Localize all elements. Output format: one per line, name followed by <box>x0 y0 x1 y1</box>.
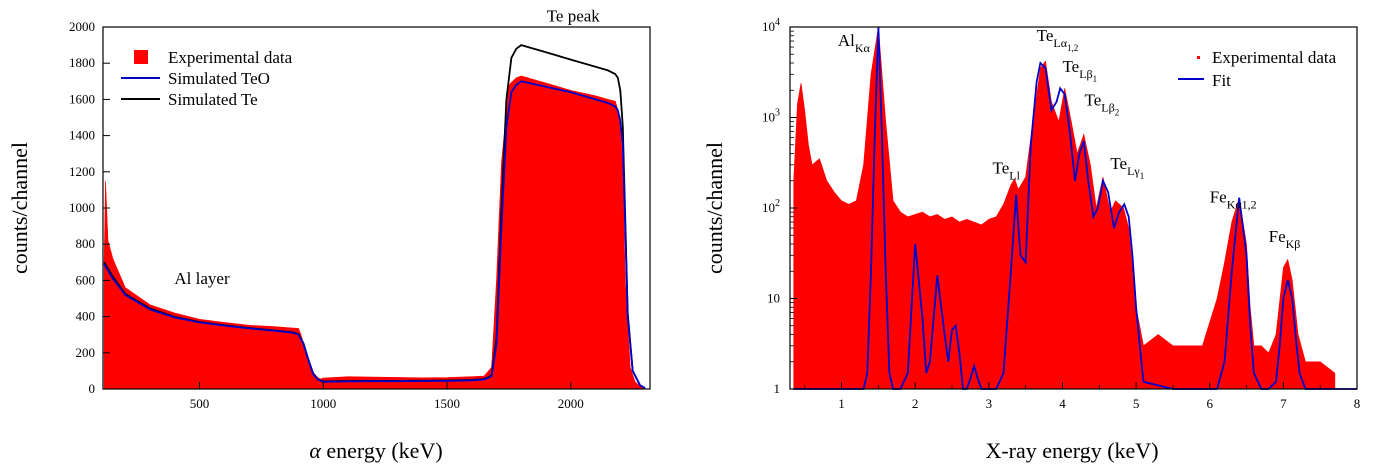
x-tick-label: 5 <box>1133 396 1140 411</box>
peak-element: Fe <box>1210 188 1227 207</box>
y-tick-label: 1 <box>774 381 781 396</box>
left-y-ticks: 0 200 400 600 800 1000 1200 1400 1600 1800 2000 <box>69 19 110 396</box>
y-tick-label: 103 <box>762 108 780 125</box>
left-y-axis-title: counts/channel <box>7 142 32 274</box>
legend-label-experimental: Experimental data <box>168 48 293 67</box>
peak-label: TeLα1,2 <box>1037 26 1079 53</box>
annotation-label: Te peak <box>547 7 601 26</box>
peak-label: FeKβ <box>1269 227 1301 251</box>
peak-element: Te <box>1062 57 1079 76</box>
peak-line: Lβ <box>1101 101 1114 115</box>
peak-label: TeLγ1 <box>1110 154 1144 181</box>
y-tick-base: 1 <box>774 381 781 396</box>
right-annotations: AlKαTeLα1,2TeLβ1TeLβ2TeLγ1TeLlFeKα1,2FeK… <box>838 26 1301 251</box>
peak-element: Al <box>838 31 855 50</box>
y-tick-label: 0 <box>89 381 96 396</box>
legend-label-fit: Fit <box>1212 71 1231 90</box>
simulated-teo-line <box>103 80 646 389</box>
left-x-ticks: 500 1000 1500 2000 <box>190 382 584 411</box>
x-tick-label: 7 <box>1280 396 1287 411</box>
y-tick-exponent: 4 <box>775 17 780 28</box>
y-tick-label: 1400 <box>69 128 95 143</box>
right-y-axis-title: counts/channel <box>702 142 727 274</box>
y-tick-label: 1600 <box>69 91 95 106</box>
y-tick-exponent: 2 <box>775 198 780 209</box>
y-tick-base: 10 <box>762 19 775 34</box>
x-tick-label: 500 <box>190 396 210 411</box>
peak-line: Kα1,2 <box>1227 198 1257 212</box>
x-tick-label: 6 <box>1206 396 1213 411</box>
x-tick-label: 3 <box>986 396 993 411</box>
peak-line-index: 1,2 <box>1067 43 1078 53</box>
y-tick-label: 2000 <box>69 19 95 34</box>
left-annotations: Te peak Al layer <box>174 7 600 288</box>
y-tick-label: 800 <box>76 236 96 251</box>
peak-element: Fe <box>1269 227 1286 246</box>
right-x-ticks: 1 2 3 4 5 6 7 8 <box>804 382 1361 411</box>
left-x-axis-symbol: α <box>309 438 321 463</box>
peak-line: Kα <box>855 41 871 55</box>
y-tick-label: 1000 <box>69 200 95 215</box>
peak-label: FeKα1,2 <box>1210 188 1257 212</box>
y-tick-label: 1200 <box>69 164 95 179</box>
legend-label-experimental: Experimental data <box>1212 48 1337 67</box>
y-tick-label: 200 <box>76 345 96 360</box>
x-tick-label: 2000 <box>558 396 584 411</box>
right-x-axis-title: X-ray energy (keV) <box>985 438 1158 463</box>
y-tick-base: 10 <box>767 291 780 306</box>
annotation-label: Al layer <box>174 269 230 288</box>
x-tick-label: 2 <box>912 396 919 411</box>
peak-element: Te <box>1037 26 1054 45</box>
fit-line <box>793 26 1357 390</box>
peak-line: Ll <box>1009 169 1020 183</box>
peak-label: TeLβ2 <box>1085 91 1120 118</box>
y-tick-base: 10 <box>762 200 775 215</box>
left-legend: Experimental data Simulated TeO Simulate… <box>121 48 293 109</box>
peak-label: AlKα <box>838 31 871 55</box>
peak-label: TeLl <box>993 159 1021 183</box>
peak-line: Kβ <box>1286 237 1301 251</box>
y-tick-label: 104 <box>762 17 780 34</box>
legend-swatch-experimental-dot <box>1197 56 1200 59</box>
y-tick-label: 400 <box>76 309 96 324</box>
peak-element: Te <box>993 159 1010 178</box>
left-x-axis-text: energy (keV) <box>321 438 443 463</box>
peak-line-index: 1 <box>1093 74 1098 84</box>
legend-label-teo: Simulated TeO <box>168 69 270 88</box>
peak-line-index: 2 <box>1115 108 1120 118</box>
x-tick-label: 1500 <box>434 396 460 411</box>
legend-swatch-experimental <box>134 50 148 64</box>
y-tick-exponent: 3 <box>775 108 780 119</box>
y-tick-label: 10 <box>767 291 780 306</box>
x-tick-label: 4 <box>1059 396 1066 411</box>
y-tick-label: 600 <box>76 272 96 287</box>
peak-line-index: 1 <box>1140 171 1145 181</box>
peak-label: TeLβ1 <box>1062 57 1097 84</box>
y-tick-base: 10 <box>762 110 775 125</box>
peak-element: Te <box>1110 154 1127 173</box>
y-tick-label: 1800 <box>69 55 95 70</box>
peak-line: Lβ <box>1079 67 1092 81</box>
alpha-spectrum-chart: 500 1000 1500 2000 0 200 400 600 800 1000 1200 140… <box>7 7 651 463</box>
peak-line: Lα <box>1053 36 1067 50</box>
x-tick-label: 8 <box>1354 396 1361 411</box>
peak-element: Te <box>1085 91 1102 110</box>
x-tick-label: 1000 <box>310 396 336 411</box>
x-tick-label: 1 <box>838 396 845 411</box>
y-tick-label: 102 <box>762 198 780 215</box>
legend-label-te: Simulated Te <box>168 90 258 109</box>
left-x-axis-title: α energy (keV) <box>309 438 442 463</box>
right-legend: Experimental data Fit <box>1178 48 1337 90</box>
experimental-data-area <box>103 75 646 390</box>
peak-line: Lγ <box>1127 164 1140 178</box>
